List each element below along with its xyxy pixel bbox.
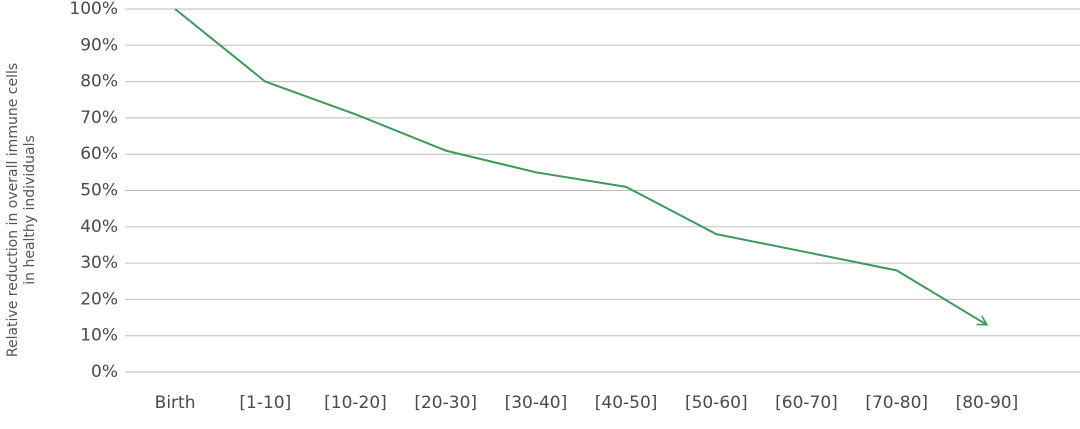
y-axis-label-line: in healthy individuals	[22, 135, 38, 285]
y-tick-label: 0%	[91, 362, 118, 382]
y-tick-label: 100%	[69, 0, 118, 19]
y-axis-label-line: Relative reduction in overall immune cel…	[5, 63, 21, 357]
y-tick-label: 10%	[80, 326, 118, 346]
y-tick-label: 30%	[80, 253, 118, 273]
y-axis-label: Relative reduction in overall immune cel…	[5, 63, 38, 357]
x-tick-label: [70-80]	[865, 393, 928, 413]
x-tick-label: [30-40]	[505, 393, 568, 413]
data-line	[174, 8, 989, 326]
y-tick-label: 50%	[80, 181, 118, 201]
x-tick-label: [40-50]	[595, 393, 658, 413]
x-tick-label: [50-60]	[685, 393, 748, 413]
y-tick-label: 40%	[80, 217, 118, 237]
x-tick-label: [10-20]	[324, 393, 387, 413]
y-tick-label: 90%	[80, 35, 118, 55]
x-tick-label: [1-10]	[239, 393, 291, 413]
y-tick-label: 80%	[80, 72, 118, 92]
y-tick-label: 60%	[80, 144, 118, 164]
x-tick-label: Birth	[155, 393, 196, 413]
x-tick-label: [80-90]	[956, 393, 1019, 413]
y-tick-label: 20%	[80, 289, 118, 309]
x-tick-label: [60-70]	[775, 393, 838, 413]
y-tick-label: 70%	[80, 108, 118, 128]
x-tick-label: [20-30]	[414, 393, 477, 413]
